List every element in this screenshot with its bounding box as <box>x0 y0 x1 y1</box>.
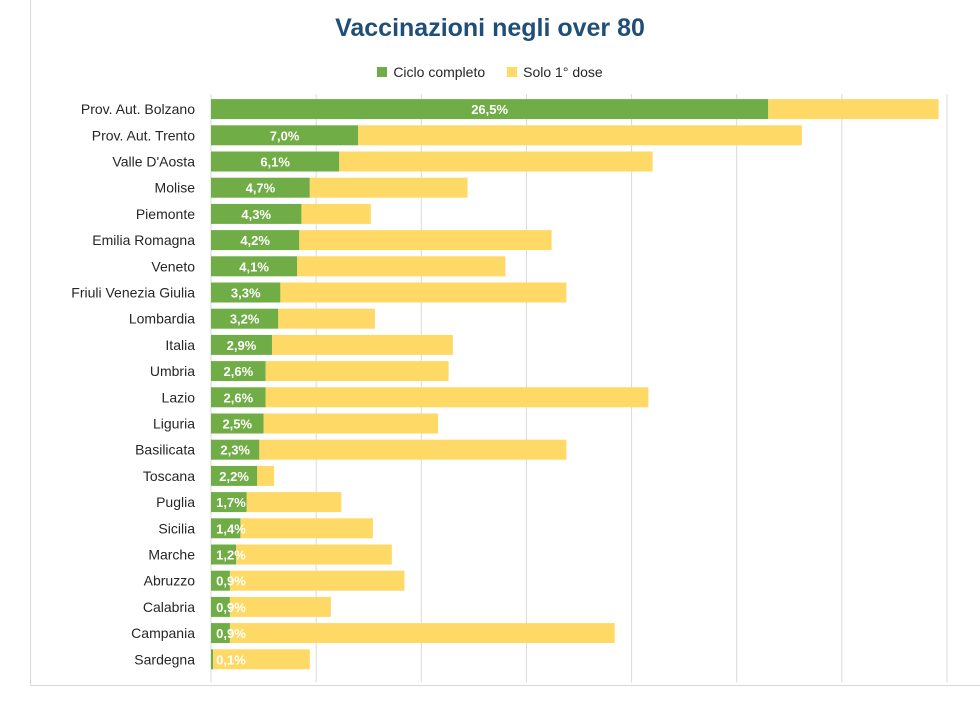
bar-ciclo-completo <box>211 125 359 146</box>
data-label: 1,7% <box>216 495 246 510</box>
bar-ciclo-completo <box>211 99 769 120</box>
bar-solo-prima-dose <box>263 413 439 434</box>
data-label: 0,9% <box>216 600 246 615</box>
category-label: Marche <box>148 547 195 563</box>
data-label: 2,3% <box>220 443 250 458</box>
category-label: Sicilia <box>158 520 195 536</box>
data-label: 0,9% <box>216 626 246 641</box>
bar-solo-prima-dose <box>299 230 552 251</box>
bar-ciclo-completo <box>211 177 310 198</box>
bar-ciclo-completo <box>211 203 302 224</box>
bar-ciclo-completo <box>211 282 281 303</box>
category-label: Friuli Venezia Giulia <box>71 285 195 301</box>
bar-solo-prima-dose <box>280 282 567 303</box>
category-label: Italia <box>165 337 195 353</box>
data-label: 2,2% <box>219 469 249 484</box>
category-label: Piemonte <box>136 206 195 222</box>
data-label: 4,7% <box>246 181 276 196</box>
chart-frame <box>30 0 980 686</box>
bar-ciclo-completo <box>211 623 230 644</box>
bar-solo-prima-dose <box>301 203 371 224</box>
bar-solo-prima-dose <box>297 256 506 277</box>
bar-solo-prima-dose <box>271 334 453 355</box>
data-label: 1,4% <box>216 521 246 536</box>
legend-item-ciclo-completo: Ciclo completo <box>377 64 485 80</box>
data-label: 4,1% <box>239 259 269 274</box>
legend-item-solo-prima-dose: Solo 1° dose <box>507 64 603 80</box>
chart-title: Vaccinazioni negli over 80 <box>335 14 645 42</box>
bar-solo-prima-dose <box>278 308 376 329</box>
bar-ciclo-completo <box>211 334 272 355</box>
bar-ciclo-completo <box>211 596 230 617</box>
bar-solo-prima-dose <box>265 361 449 382</box>
bar-solo-prima-dose <box>259 439 567 460</box>
bar-solo-prima-dose <box>213 649 310 670</box>
bar-ciclo-completo <box>211 465 258 486</box>
category-label: Emilia Romagna <box>92 232 195 248</box>
bar-ciclo-completo <box>211 544 237 565</box>
category-label: Basilicata <box>135 442 195 458</box>
bar-solo-prima-dose <box>236 544 392 565</box>
category-label: Lazio <box>162 389 196 405</box>
category-label: Abruzzo <box>144 573 196 589</box>
bar-ciclo-completo <box>211 230 300 251</box>
bar-ciclo-completo <box>211 308 279 329</box>
bar-solo-prima-dose <box>339 151 653 172</box>
data-label: 26,5% <box>471 102 508 117</box>
bar-solo-prima-dose <box>768 99 939 120</box>
data-label: 0,1% <box>216 652 246 667</box>
data-label: 1,2% <box>216 548 246 563</box>
bar-solo-prima-dose <box>229 596 331 617</box>
bar-ciclo-completo <box>211 518 241 539</box>
category-label: Calabria <box>143 599 195 615</box>
bar-ciclo-completo <box>211 151 340 172</box>
data-label: 2,5% <box>222 417 252 432</box>
category-label: Umbria <box>150 363 195 379</box>
category-label: Valle D'Aosta <box>112 154 195 170</box>
category-label: Lombardia <box>129 311 195 327</box>
bar-ciclo-completo <box>211 439 260 460</box>
data-label: 2,6% <box>224 364 254 379</box>
category-label: Liguria <box>153 416 195 432</box>
bar-solo-prima-dose <box>309 177 468 198</box>
bar-ciclo-completo <box>211 413 264 434</box>
data-label: 6,1% <box>260 155 290 170</box>
data-label: 3,3% <box>231 286 261 301</box>
category-label: Sardegna <box>134 651 195 667</box>
data-label: 4,3% <box>241 207 271 222</box>
bar-ciclo-completo <box>211 492 247 513</box>
data-label: 2,6% <box>224 390 254 405</box>
category-label: Puglia <box>156 494 195 510</box>
legend-swatch-solo-prima-dose <box>507 67 518 77</box>
bar-solo-prima-dose <box>358 125 802 146</box>
bar-ciclo-completo <box>211 256 298 277</box>
data-label: 7,0% <box>270 128 300 143</box>
legend-label-ciclo-completo: Ciclo completo <box>393 64 486 80</box>
legend-swatch-ciclo-completo <box>377 67 388 77</box>
bar-ciclo-completo <box>211 361 266 382</box>
data-label: 3,2% <box>230 312 260 327</box>
bar-ciclo-completo <box>211 649 214 670</box>
legend-label-solo-prima-dose: Solo 1° dose <box>523 64 603 80</box>
bar-solo-prima-dose <box>246 492 342 513</box>
legend: Ciclo completo Solo 1° dose <box>0 64 980 80</box>
bar-solo-prima-dose <box>240 518 373 539</box>
category-label: Prov. Aut. Trento <box>92 127 195 143</box>
category-label: Prov. Aut. Bolzano <box>81 101 195 117</box>
category-label: Veneto <box>151 258 195 274</box>
bar-ciclo-completo <box>211 570 230 591</box>
bar-solo-prima-dose <box>229 570 405 591</box>
bar-ciclo-completo <box>211 387 266 408</box>
category-label: Molise <box>155 180 196 196</box>
category-label: Toscana <box>143 468 195 484</box>
data-label: 2,9% <box>227 338 257 353</box>
bar-solo-prima-dose <box>265 387 649 408</box>
data-label: 4,2% <box>240 233 270 248</box>
category-label: Campania <box>131 625 195 641</box>
bar-solo-prima-dose <box>257 465 275 486</box>
bar-solo-prima-dose <box>229 623 615 644</box>
data-label: 0,9% <box>216 574 246 589</box>
